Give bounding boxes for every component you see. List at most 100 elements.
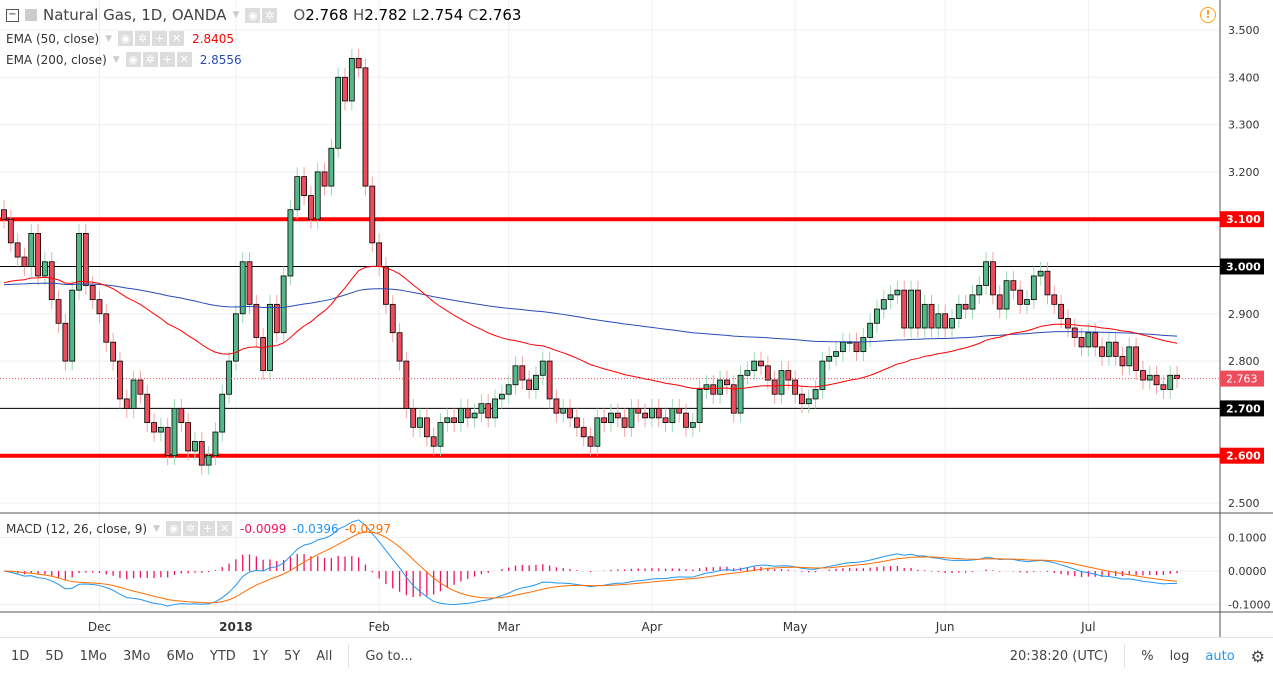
- candle: [621, 417, 628, 428]
- candle: [874, 308, 880, 324]
- close-icon[interactable]: ✕: [176, 52, 192, 67]
- candle: [880, 299, 887, 310]
- symbol-title[interactable]: Natural Gas, 1D, OANDA: [43, 6, 227, 24]
- candle: [157, 426, 164, 433]
- goto-button[interactable]: Go to...: [365, 648, 413, 664]
- candle: [614, 412, 621, 419]
- candle: [62, 322, 69, 362]
- candle: [42, 261, 48, 277]
- candle: [417, 417, 423, 428]
- candle: [383, 266, 389, 305]
- candle: [267, 303, 273, 371]
- candle: [82, 232, 89, 286]
- candle: [389, 303, 396, 334]
- candle: [990, 261, 996, 296]
- symbol-legend: − Natural Gas, 1D, OANDA ▼ ◉ ✲ O2.768 H2.…: [6, 6, 521, 24]
- ema200-label[interactable]: EMA (200, close): [6, 52, 107, 67]
- gear-icon[interactable]: ✲: [135, 31, 151, 46]
- candle: [601, 417, 608, 423]
- plus-icon[interactable]: +: [200, 521, 216, 536]
- candle: [560, 407, 567, 414]
- candle: [812, 389, 819, 400]
- macd-label[interactable]: MACD (12, 26, close, 9): [6, 521, 148, 536]
- gear-icon[interactable]: ✲: [142, 52, 158, 67]
- candle: [307, 195, 314, 220]
- candle: [594, 417, 601, 447]
- chevron-down-icon[interactable]: ▼: [105, 33, 113, 44]
- range-1d[interactable]: 1D: [11, 648, 30, 664]
- eye-icon[interactable]: ◉: [118, 31, 134, 46]
- plus-icon[interactable]: +: [152, 31, 168, 46]
- level-label: 2.700: [1226, 402, 1261, 415]
- candle: [730, 384, 737, 414]
- candle: [887, 294, 894, 301]
- range-5d[interactable]: 5D: [45, 648, 64, 664]
- candle: [751, 360, 758, 371]
- range-1mo[interactable]: 1Mo: [79, 648, 108, 664]
- candle: [539, 360, 546, 376]
- time-tick: Dec: [88, 620, 111, 634]
- candle: [737, 374, 744, 414]
- candle: [198, 441, 205, 466]
- candle: [212, 431, 219, 457]
- range-ytd[interactable]: YTD: [209, 648, 236, 664]
- eye-icon[interactable]: ◉: [245, 7, 261, 23]
- collapse-icon[interactable]: −: [6, 8, 19, 22]
- gear-icon[interactable]: ✲: [262, 7, 278, 23]
- range-5y[interactable]: 5Y: [284, 648, 301, 664]
- candle: [171, 407, 178, 457]
- symbol-logo-icon: [25, 9, 37, 21]
- candle: [867, 322, 874, 338]
- candle: [662, 417, 669, 423]
- candle: [573, 417, 580, 428]
- candle: [942, 313, 949, 329]
- ohlc-values: O2.768 H2.782 L2.754 C2.763: [293, 6, 522, 24]
- gear-icon[interactable]: ⚙: [1250, 646, 1265, 666]
- chevron-down-icon[interactable]: ▼: [153, 523, 161, 534]
- candle: [226, 360, 232, 395]
- chevron-down-icon[interactable]: ▼: [112, 54, 120, 65]
- candle: [355, 57, 362, 69]
- macd-signal-line: [3, 531, 1178, 604]
- gear-icon[interactable]: ✲: [183, 521, 199, 536]
- range-all[interactable]: All: [316, 648, 333, 664]
- alert-icon[interactable]: !: [1200, 7, 1216, 23]
- candle: [512, 365, 519, 386]
- level-label-bg: [1220, 400, 1264, 417]
- price-tick: 3.400: [1228, 71, 1260, 84]
- level-label: 3.100: [1226, 213, 1261, 226]
- eye-icon[interactable]: ◉: [125, 52, 141, 67]
- candle: [458, 407, 464, 423]
- plus-icon[interactable]: +: [159, 52, 175, 67]
- candle: [696, 389, 703, 423]
- range-1y[interactable]: 1Y: [251, 648, 269, 664]
- candle: [955, 303, 962, 319]
- auto-toggle[interactable]: auto: [1205, 648, 1235, 664]
- candle: [1003, 280, 1010, 310]
- ema50-label[interactable]: EMA (50, close): [6, 31, 100, 46]
- candle: [451, 417, 458, 423]
- percent-toggle[interactable]: %: [1141, 648, 1154, 664]
- candle: [246, 261, 253, 305]
- ema200-value: 2.8556: [199, 52, 242, 67]
- eye-icon[interactable]: ◉: [166, 521, 182, 536]
- log-toggle[interactable]: log: [1169, 648, 1190, 664]
- candle: [301, 176, 307, 196]
- price-tick: 2.800: [1228, 355, 1260, 368]
- candle: [178, 407, 185, 423]
- close-icon[interactable]: ✕: [169, 31, 185, 46]
- candle: [505, 384, 512, 395]
- candle: [1071, 327, 1078, 338]
- price-chart[interactable]: 3.500 3.400 3.300 3.200 2.900 2.800 2.500 Dec 20…: [0, 0, 1273, 637]
- candle: [69, 289, 76, 362]
- candle: [962, 303, 969, 310]
- candle: [778, 370, 785, 395]
- range-6mo[interactable]: 6Mo: [166, 648, 194, 664]
- candle: [1099, 346, 1105, 357]
- close-icon[interactable]: ✕: [217, 521, 233, 536]
- candle: [471, 412, 478, 419]
- chevron-down-icon[interactable]: ▼: [232, 10, 240, 20]
- candle: [901, 289, 908, 329]
- candle: [1112, 341, 1119, 357]
- range-3mo[interactable]: 3Mo: [123, 648, 151, 664]
